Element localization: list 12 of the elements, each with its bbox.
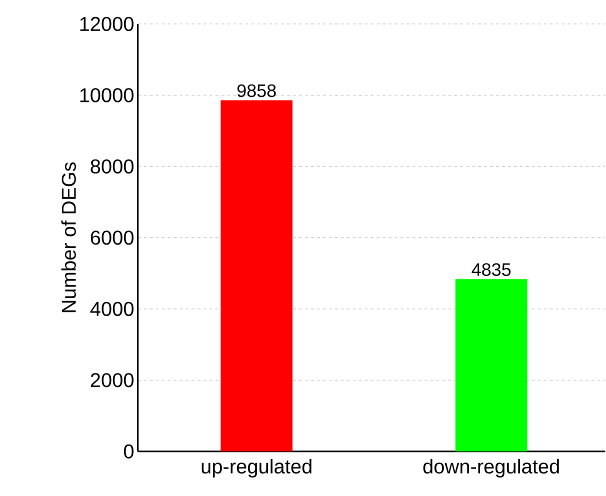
data-label: 4835 [472, 263, 511, 276]
y-tick-label: 0 [124, 444, 134, 458]
x-tick-label: up-regulated [202, 458, 312, 478]
y-tick-label: 2000 [90, 372, 134, 388]
y-tick-label: 12000 [80, 16, 134, 31]
y-tick-label: 6000 [90, 230, 134, 245]
y-tick-label: 10000 [80, 88, 134, 102]
data-label: 9858 [237, 84, 276, 97]
y-tick-label: 4000 [90, 302, 134, 316]
x-tick-label: down-regulated [423, 458, 559, 478]
y-tick-label: 8000 [90, 159, 134, 174]
y-axis-title: Number of DEGs [61, 162, 76, 312]
